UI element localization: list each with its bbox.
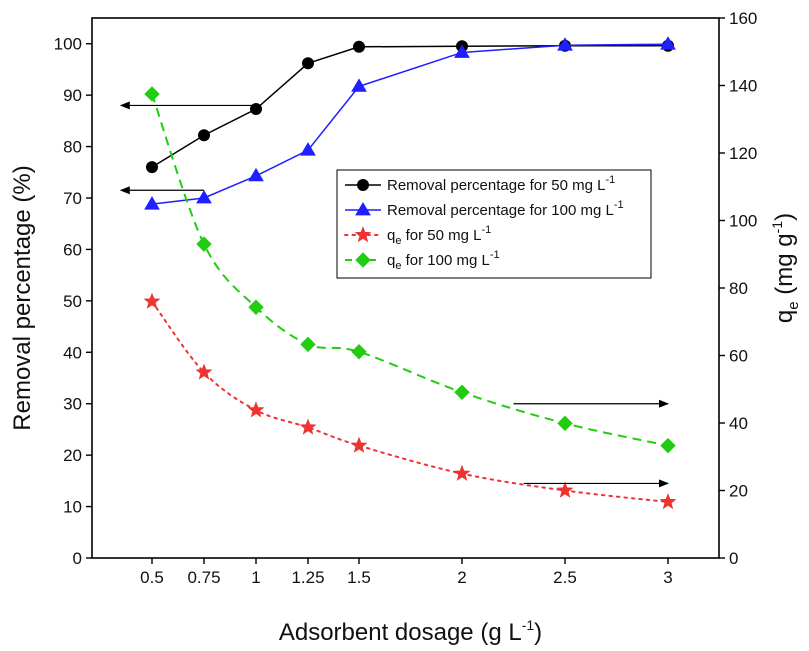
left-y-tick-label: 70 bbox=[63, 189, 82, 208]
data-point bbox=[247, 401, 265, 418]
data-point bbox=[453, 464, 471, 481]
left-y-tick-label: 60 bbox=[63, 240, 82, 259]
series-3 bbox=[143, 292, 677, 510]
legend-box bbox=[336, 169, 652, 279]
data-point bbox=[144, 86, 160, 102]
data-point bbox=[351, 78, 367, 92]
data-point bbox=[557, 415, 573, 432]
data-point bbox=[353, 40, 365, 53]
right-y-axis-title-sup: -1 bbox=[769, 221, 785, 234]
x-axis-title-sup: -1 bbox=[522, 617, 535, 633]
legend-entry: Removal percentage for 50 mg L-1 bbox=[345, 174, 615, 194]
data-point bbox=[143, 292, 161, 309]
left-y-tick-label: 0 bbox=[73, 549, 82, 568]
data-point bbox=[144, 196, 160, 210]
data-point bbox=[196, 190, 212, 204]
right-y-tick-label: 120 bbox=[729, 144, 757, 163]
right-y-tick-label: 40 bbox=[729, 414, 748, 433]
left-y-tick-label: 100 bbox=[54, 35, 82, 54]
data-point bbox=[300, 336, 316, 353]
data-point bbox=[198, 129, 210, 142]
data-point bbox=[300, 142, 316, 156]
right-y-tick-label: 100 bbox=[729, 212, 757, 231]
data-point bbox=[302, 57, 314, 70]
series-2 bbox=[144, 36, 676, 210]
legend-entry: qe for 50 mg L-1 bbox=[344, 224, 491, 247]
left-y-tick-label: 20 bbox=[63, 446, 82, 465]
legend-label: Removal percentage for 50 mg L-1 bbox=[387, 174, 615, 194]
data-point bbox=[659, 493, 677, 510]
left-y-tick-label: 80 bbox=[63, 138, 82, 157]
series-4 bbox=[144, 86, 676, 454]
x-tick-label: 2 bbox=[457, 568, 466, 587]
x-tick-label: 0.5 bbox=[140, 568, 164, 587]
left-y-axis-title: Removal percentage (%) bbox=[9, 165, 36, 430]
data-point bbox=[299, 418, 317, 435]
left-y-tick-label: 10 bbox=[63, 498, 82, 517]
right-y-axis-title-sub: e bbox=[785, 301, 802, 309]
right-y-axis-title-tail: ) bbox=[771, 213, 798, 221]
plot-contents bbox=[119, 36, 677, 510]
left-y-tick-label: 30 bbox=[63, 395, 82, 414]
series-line bbox=[151, 45, 668, 168]
x-tick-label: 3 bbox=[663, 568, 672, 587]
data-point bbox=[195, 363, 213, 380]
right-y-tick-label: 0 bbox=[729, 549, 738, 568]
data-point bbox=[351, 344, 367, 360]
right-y-tick-label: 160 bbox=[729, 9, 757, 28]
data-point bbox=[248, 167, 264, 182]
x-axis-title: Adsorbent dosage (g L-1) bbox=[279, 617, 542, 646]
legend-marker bbox=[355, 202, 371, 216]
data-point bbox=[146, 161, 158, 174]
legend-label: qe for 50 mg L-1 bbox=[387, 224, 491, 247]
left-y-tick-label: 90 bbox=[63, 86, 82, 105]
legend-marker bbox=[357, 179, 369, 191]
x-axis-title-tail: ) bbox=[534, 619, 542, 646]
data-point bbox=[248, 299, 264, 315]
right-y-axis-title-main: q bbox=[771, 310, 798, 323]
data-point bbox=[454, 384, 470, 400]
data-point bbox=[557, 37, 573, 51]
data-point bbox=[660, 36, 676, 50]
left-y-tick-label: 50 bbox=[63, 292, 82, 311]
x-tick-label: 1.5 bbox=[347, 568, 371, 587]
data-point bbox=[454, 44, 470, 58]
data-point bbox=[350, 436, 368, 453]
right-y-tick-label: 20 bbox=[729, 482, 748, 501]
data-point bbox=[250, 103, 262, 116]
x-tick-label: 1.25 bbox=[291, 568, 324, 587]
x-axis-title-main: Adsorbent dosage (g L bbox=[279, 619, 522, 646]
right-y-tick-label: 140 bbox=[729, 77, 757, 96]
left-y-tick-label: 40 bbox=[63, 343, 82, 362]
series-1 bbox=[146, 39, 674, 174]
right-y-axis-title: qe (mg g-1) bbox=[769, 213, 802, 323]
data-point bbox=[196, 236, 212, 252]
legend: Removal percentage for 50 mg L-1 Removal … bbox=[336, 169, 652, 279]
legend-marker bbox=[354, 226, 372, 243]
right-y-tick-label: 60 bbox=[729, 347, 748, 366]
legend-marker bbox=[355, 252, 371, 268]
data-point bbox=[556, 481, 574, 498]
legend-entry: qe for 100 mg L-1 bbox=[345, 249, 500, 272]
x-tick-label: 2.5 bbox=[553, 568, 577, 587]
series-line bbox=[151, 43, 669, 205]
x-tick-label: 1 bbox=[251, 568, 260, 587]
axes: 0.5 0.75 1 1.25 1.5 2 2.5 301020304050607080901… bbox=[54, 9, 758, 587]
series-line bbox=[151, 300, 669, 503]
legend-label: qe for 100 mg L-1 bbox=[387, 249, 500, 272]
right-y-tick-label: 80 bbox=[729, 279, 748, 298]
x-tick-label: 0.75 bbox=[187, 568, 220, 587]
legend-label: Removal percentage for 100 mg L-1 bbox=[387, 199, 624, 219]
plot-frame bbox=[91, 17, 720, 559]
legend-entry: Removal percentage for 100 mg L-1 bbox=[345, 199, 624, 219]
data-point bbox=[660, 437, 676, 454]
right-y-axis-title-mid: (mg g bbox=[771, 233, 798, 301]
